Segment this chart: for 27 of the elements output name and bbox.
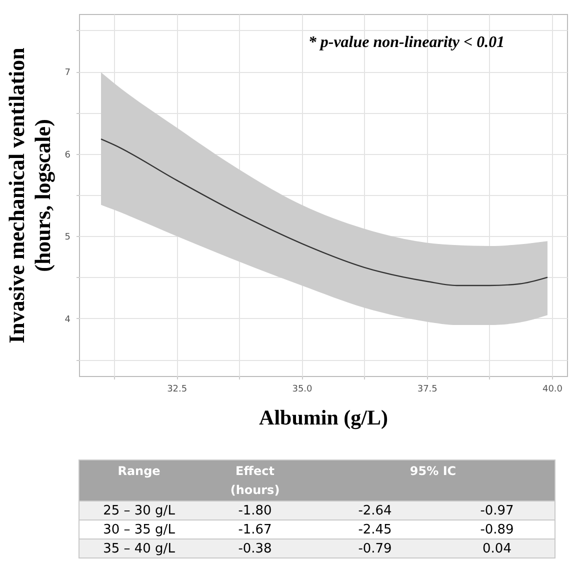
- line-series: [100, 138, 548, 286]
- category-label: Effect (hours): [230, 464, 280, 497]
- y-tick-label: 7: [64, 68, 70, 78]
- y-tick-label: 4: [64, 314, 71, 325]
- x-tick-label: 35.0: [292, 384, 313, 394]
- category-label: 30 – 35 g/L: [103, 522, 175, 538]
- text: -0.79: [358, 542, 392, 556]
- text: -2.45: [358, 522, 392, 538]
- x-axis-title: Albumin (g/L): [259, 406, 388, 430]
- y-tick-label: 6: [64, 150, 71, 160]
- category-label: 25 – 30 g/L: [103, 504, 175, 518]
- text: -1.67: [238, 522, 272, 538]
- x-tick-label: 37.5: [417, 384, 438, 394]
- x-tick-label: 40.0: [542, 384, 563, 394]
- x-tick-label: 32.5: [167, 384, 188, 394]
- text: -1.80: [238, 504, 272, 518]
- text: -0.97: [480, 504, 514, 518]
- text: -2.64: [358, 504, 392, 518]
- y-axis-title: Invasive mechanical ventilation (hours, logscale): [4, 48, 55, 344]
- category-label: Range: [118, 464, 160, 478]
- category-label: 95% IC: [410, 464, 456, 478]
- y-tick-label: 5: [64, 232, 70, 243]
- annotation: * p-value non-linearity < 0.01: [308, 34, 505, 51]
- category-label: 35 – 40 g/L: [103, 542, 175, 556]
- text: -0.38: [238, 542, 272, 556]
- text: 0.04: [482, 542, 512, 556]
- text: -0.89: [480, 522, 514, 538]
